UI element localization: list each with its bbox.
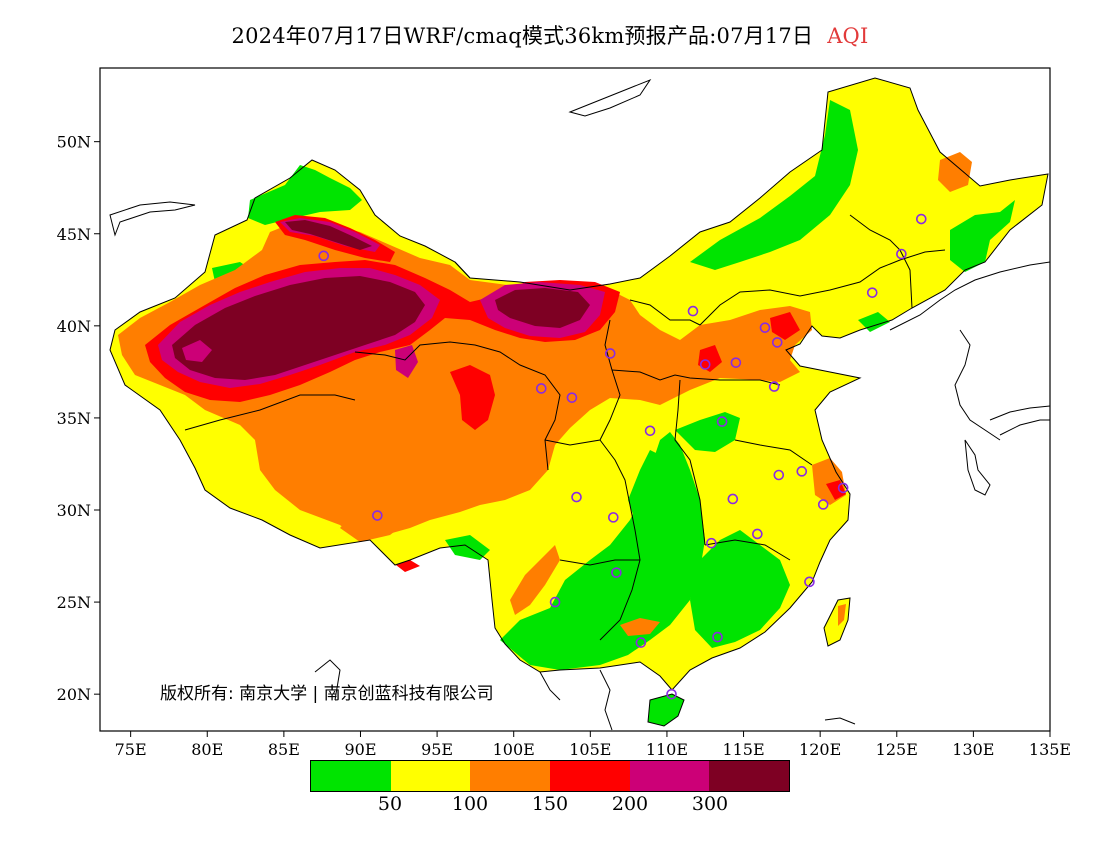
aqi-region-green-fujian — [690, 530, 790, 648]
legend-swatch-1 — [390, 761, 471, 791]
legend-break-label-1: 100 — [451, 793, 489, 815]
aqi-region-orange-yunnan — [510, 545, 560, 615]
aqi-region-maroon-junggar — [285, 220, 372, 250]
latitude-axis: 20N 25N 30N 35N 40N 45N 50N — [57, 133, 100, 704]
lon-tick-label-10: 125E — [876, 740, 918, 759]
lat-tick-label-1: 25N — [57, 593, 91, 612]
city-marker-icon — [837, 482, 849, 494]
lat-tick-label-6: 50N — [57, 133, 91, 152]
city-marker-icon — [571, 491, 582, 503]
legend-swatch-4 — [629, 761, 710, 791]
aqi-region-green-xinjiang-north — [248, 165, 362, 225]
city-marker-icon — [804, 576, 815, 588]
longitude-axis: 75E 80E 85E 90E 95E 100E 105E 110E 115E 120E 125E 1… — [115, 731, 1071, 759]
legend-break-label-3: 200 — [611, 793, 649, 815]
city-marker-icon — [318, 250, 330, 262]
lon-tick-label-0: 75E — [115, 740, 147, 759]
city-marker-icon — [771, 337, 783, 348]
city-marker-icon — [866, 287, 878, 298]
lon-tick-label-12: 135E — [1029, 740, 1071, 759]
aqi-region-taiwan-orange — [838, 604, 846, 626]
lon-tick-label-3: 90E — [344, 740, 376, 759]
lon-tick-label-5: 100E — [493, 740, 535, 759]
aqi-region-maroon-gansu — [495, 288, 590, 328]
city-marker-icon — [604, 348, 616, 359]
title-text: 2024年07月17日WRF/cmaq模式36km预报产品:07月17日 — [231, 24, 814, 48]
lat-tick-label-3: 35N — [57, 409, 91, 428]
city-marker-icon — [915, 213, 927, 225]
city-marker-icon — [635, 637, 647, 648]
aqi-region-green-liaoning — [858, 312, 890, 332]
legend-break-label-4: 300 — [691, 793, 729, 815]
aqi-region-green-central — [675, 412, 740, 452]
city-marker-icon — [752, 528, 763, 540]
lon-tick-label-9: 120E — [799, 740, 841, 759]
lat-tick-label-0: 20N — [57, 685, 91, 704]
city-marker-icon — [706, 537, 717, 549]
lon-tick-label-6: 105E — [569, 740, 611, 759]
legend-break-label-0: 50 — [377, 793, 403, 815]
aqi-region-maroon-taklimakan — [172, 276, 425, 380]
aqi-region-green-south — [500, 432, 705, 670]
legend-swatch-3 — [550, 761, 630, 791]
lat-tick-label-2: 30N — [57, 501, 91, 520]
aqi-region-orange-yunnan-tibet — [340, 468, 425, 542]
city-marker-icon — [549, 596, 561, 608]
lat-tick-label-4: 40N — [57, 317, 91, 336]
city-marker-icon — [611, 567, 622, 578]
city-marker-icon — [796, 466, 808, 477]
boundaries — [109, 77, 1049, 691]
legend-swatch-2 — [470, 761, 551, 791]
city-marker-icon — [608, 512, 619, 523]
aqi-legend-labels: 50 100 150 200 300 — [310, 793, 790, 819]
aqi-region-green-sichuan-east — [628, 450, 660, 520]
legend-swatch-5 — [709, 761, 790, 791]
city-markers — [318, 213, 927, 700]
city-marker-icon — [666, 688, 677, 700]
aqi-region-hainan — [647, 693, 685, 727]
lon-tick-label-7: 110E — [646, 740, 688, 759]
lon-tick-label-2: 85E — [268, 740, 300, 759]
city-marker-icon — [535, 383, 547, 394]
city-marker-icon — [759, 322, 771, 333]
coastlines — [109, 78, 1050, 731]
aqi-region-red-shanxi — [698, 345, 722, 372]
city-marker-icon — [644, 425, 656, 437]
city-marker-icon — [817, 499, 829, 510]
city-marker-icon — [730, 357, 742, 368]
aqi-region-orange-northeast — [938, 152, 972, 192]
aqi-region-green-heilongjiang-east — [950, 200, 1015, 272]
aqi-region-magenta-spot — [182, 340, 212, 362]
legend-swatch-0 — [311, 761, 391, 791]
city-marker-icon — [372, 510, 383, 521]
city-marker-icon — [699, 359, 711, 370]
legend-break-label-2: 150 — [531, 793, 569, 815]
aqi-legend-bar — [310, 760, 790, 792]
lon-tick-label-4: 95E — [421, 740, 453, 759]
aqi-region-red-shanghai — [826, 480, 846, 500]
city-marker-icon — [727, 493, 739, 505]
city-marker-icon — [687, 305, 699, 317]
aqi-region-red-hebei — [770, 312, 800, 340]
lon-tick-label-8: 115E — [722, 740, 764, 759]
city-marker-icon — [712, 631, 723, 643]
lon-tick-label-11: 130E — [952, 740, 994, 759]
aqi-region-green-northeast — [690, 100, 858, 270]
city-marker-icon — [896, 248, 907, 260]
map-frame — [99, 67, 1051, 732]
city-marker-icon — [566, 392, 578, 403]
city-marker-icon — [768, 381, 780, 392]
lon-tick-label-1: 80E — [191, 740, 223, 759]
title-tag-aqi: AQI — [827, 24, 869, 48]
map-title: 2024年07月17日WRF/cmaq模式36km预报产品:07月17日 AQI — [0, 20, 1100, 50]
aqi-region-orange-guangxi — [620, 618, 660, 636]
city-marker-icon — [716, 416, 728, 427]
aqi-region-red-qinghai — [450, 365, 495, 430]
lat-tick-label-5: 45N — [57, 225, 91, 244]
city-marker-icon — [773, 469, 785, 481]
copyright-notice: 版权所有: 南京大学 | 南京创蓝科技有限公司 — [160, 684, 494, 704]
